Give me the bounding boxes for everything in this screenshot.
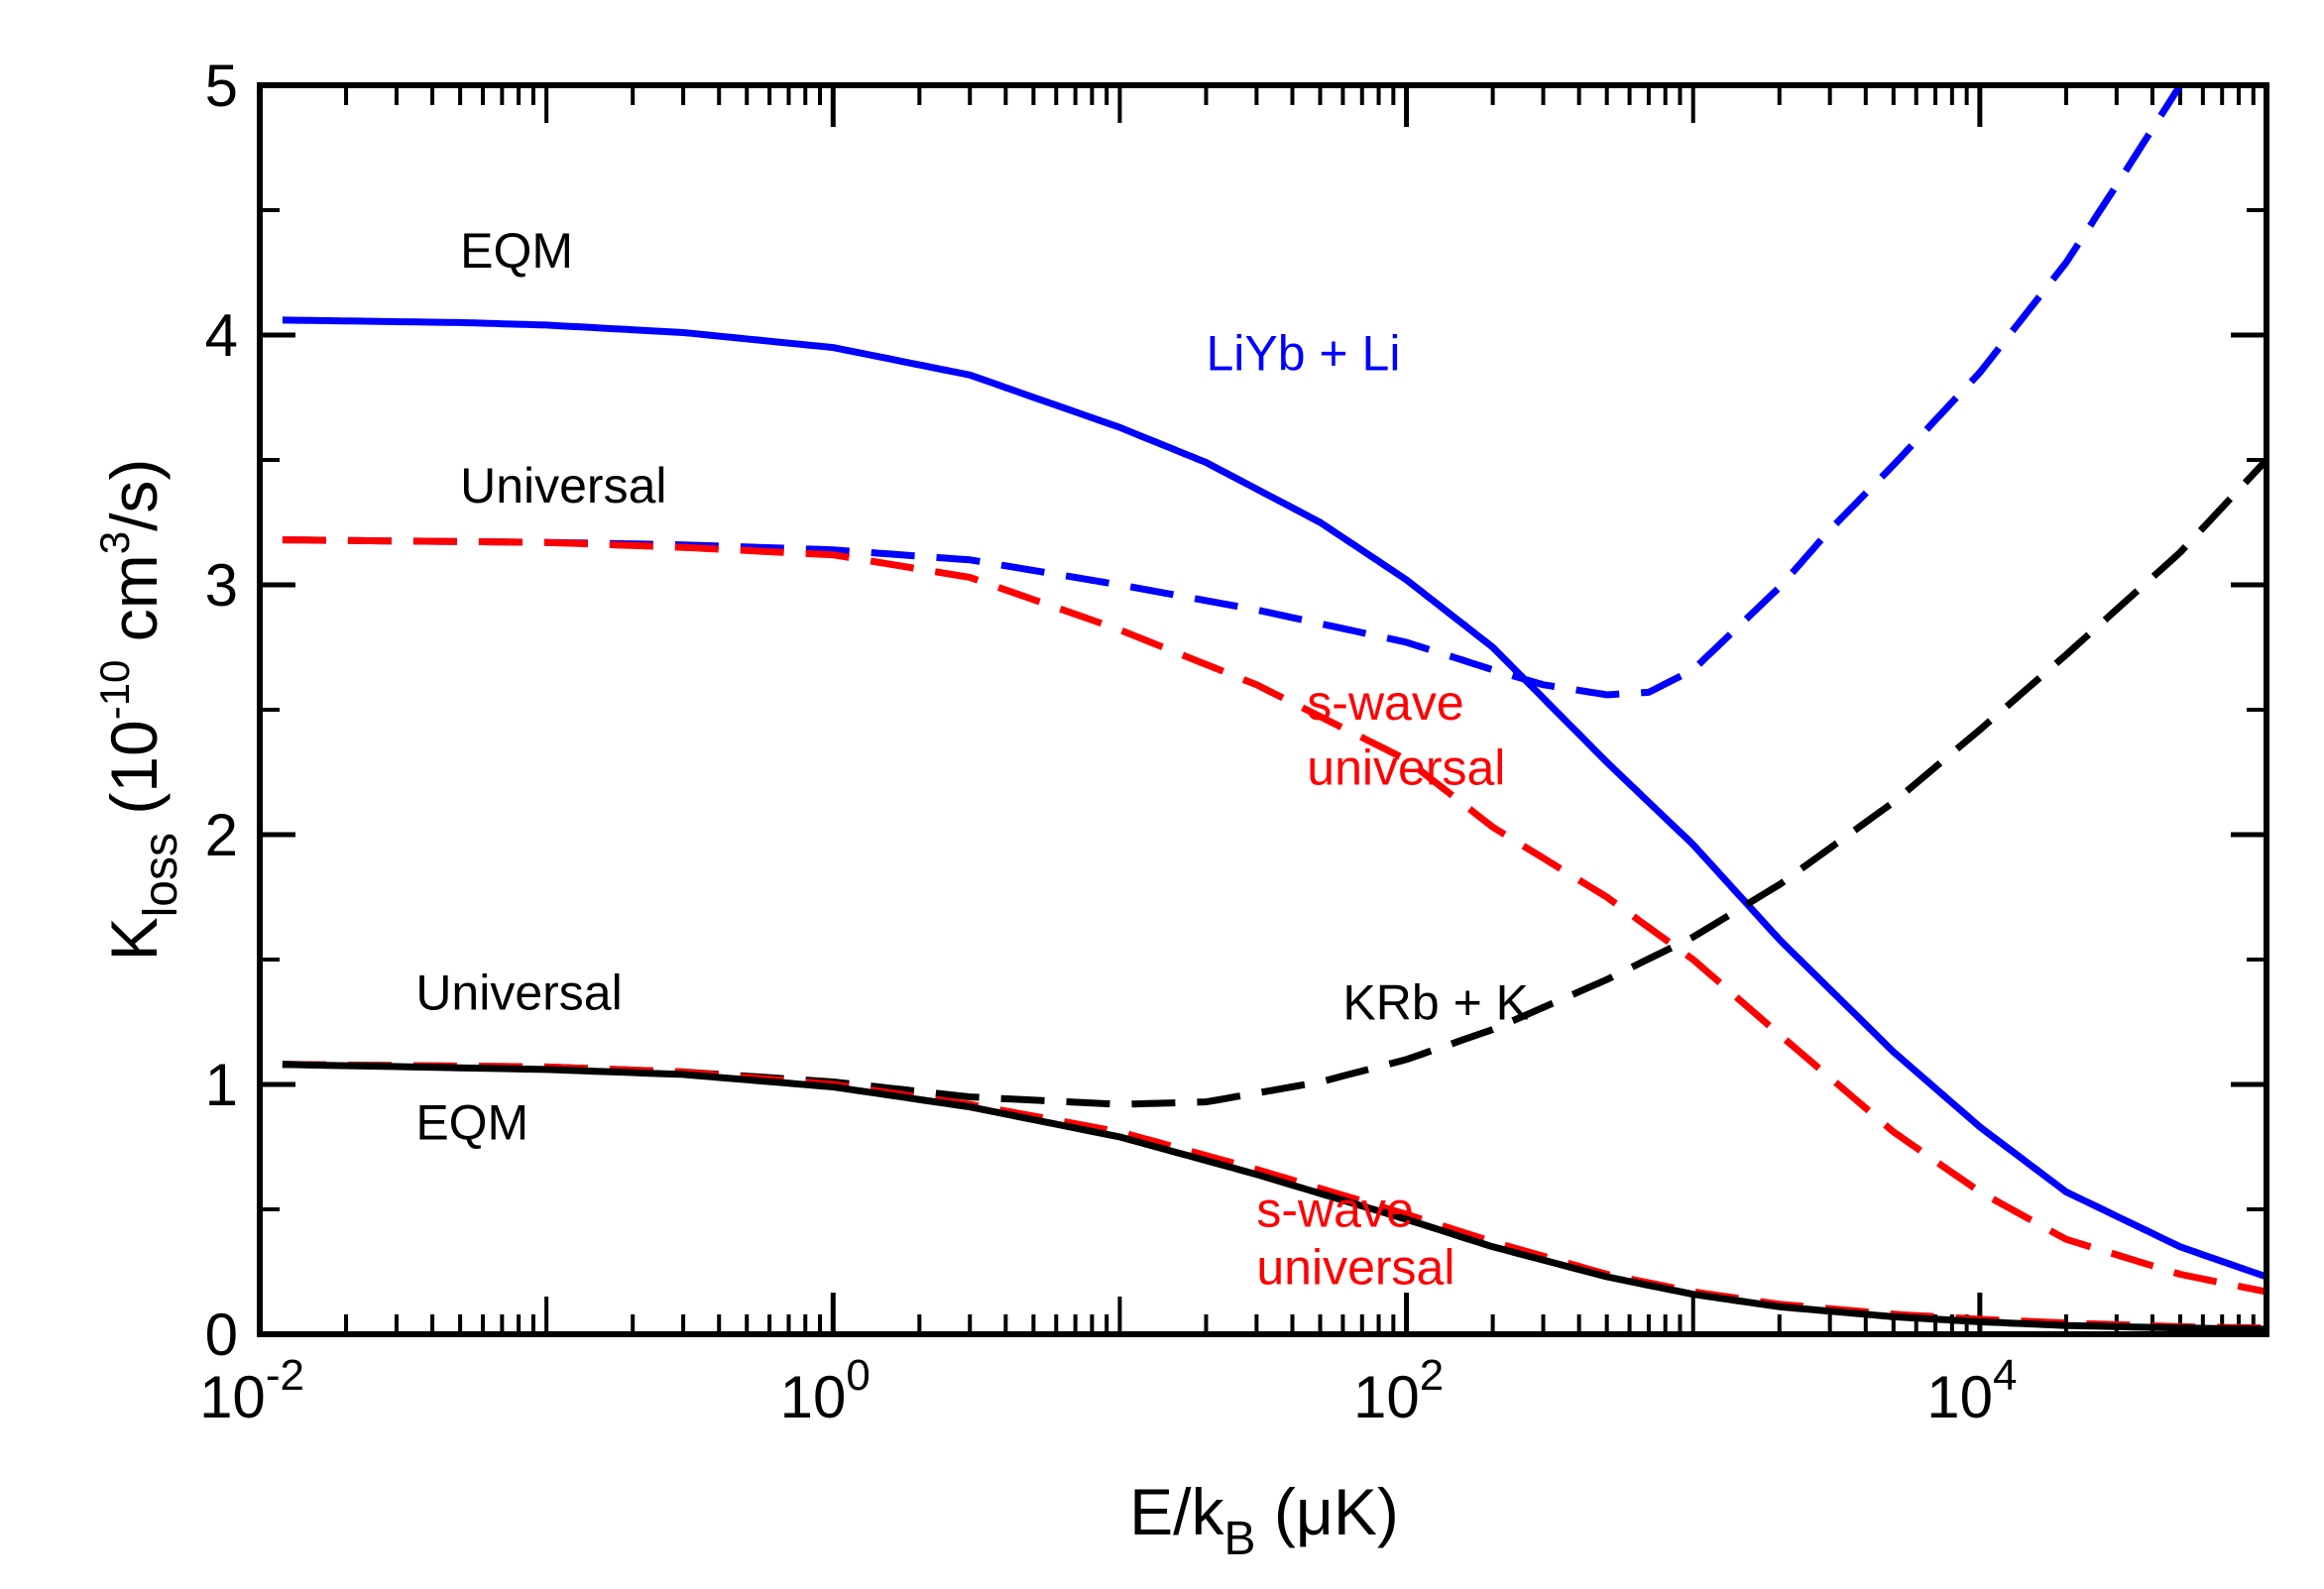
- annotation-label: s-wave: [1256, 1183, 1413, 1238]
- annotation-label: Universal: [415, 965, 622, 1020]
- plot-frame: [257, 82, 2269, 1337]
- x-tick-label: 100: [780, 1351, 871, 1430]
- series-line-2: [282, 536, 2267, 1296]
- y-tick-label: 3: [205, 552, 238, 619]
- annotation-label: universal: [1307, 740, 1505, 796]
- annotation-label: EQM: [415, 1094, 528, 1150]
- x-tick-label-base: 10: [1926, 1364, 1993, 1430]
- y-tick-label: 0: [205, 1302, 238, 1368]
- y-tick-label: 1: [205, 1052, 238, 1118]
- annotation-label: KRb + K: [1342, 974, 1529, 1030]
- annotation-label: s-wave: [1307, 675, 1463, 731]
- annotation-label: LiYb + Li: [1206, 325, 1400, 381]
- x-tick-label: 102: [1353, 1351, 1444, 1430]
- x-tick-label-exp: 0: [846, 1351, 870, 1400]
- annotation-label: universal: [1256, 1240, 1454, 1296]
- x-tick-label-exp: -2: [266, 1351, 304, 1400]
- annotation-label: Universal: [460, 458, 666, 513]
- annotation-label: EQM: [460, 223, 573, 279]
- x-tick-label: 10-2: [199, 1351, 304, 1430]
- series-layer: [282, 83, 2269, 1333]
- series-line-1: [282, 83, 2183, 699]
- series-line-5: [282, 1061, 2267, 1333]
- y-axis-title: Kloss (10-10 cm3/s): [91, 459, 187, 962]
- x-tick-label-base: 10: [1353, 1364, 1420, 1430]
- y-tick-label: 4: [205, 302, 238, 369]
- y-tick-label: 5: [205, 53, 238, 119]
- x-axis-title: E/kB (μK): [1129, 1475, 1399, 1565]
- series-line-0: [282, 316, 2268, 1281]
- y-tick-label: 2: [205, 802, 238, 868]
- x-tick-label: 104: [1926, 1351, 2017, 1430]
- x-tick-label-exp: 4: [1993, 1351, 2017, 1400]
- x-tick-label-base: 10: [780, 1364, 847, 1430]
- x-tick-label-exp: 2: [1420, 1351, 1444, 1400]
- x-tick-label-base: 10: [199, 1364, 266, 1430]
